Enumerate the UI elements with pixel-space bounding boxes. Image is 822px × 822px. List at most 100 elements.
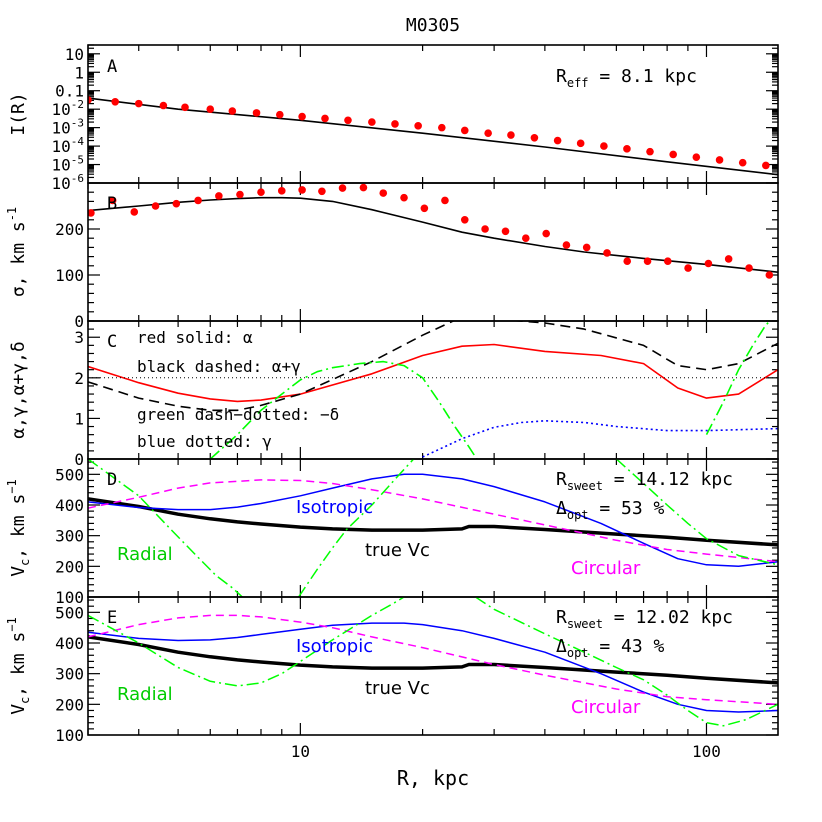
panel-B-data-point [745, 264, 753, 272]
panel-E-ytick-label: 300 [55, 665, 84, 684]
panel-D-letter: D [107, 470, 117, 490]
panel-D-series [88, 459, 778, 597]
panel-A-data-point [111, 97, 119, 106]
panel-B-data-point [338, 184, 347, 192]
panel-B-data-point [562, 241, 571, 249]
panel-E-y-axis-label: Vc, km s−1 [5, 617, 32, 715]
panel-D-series-line [88, 459, 243, 597]
panel-A-data-point [252, 109, 261, 117]
panel-A-data-point [159, 101, 168, 110]
panel-E-curve-label: Radial [117, 684, 173, 705]
panel-B-data-point [684, 264, 692, 272]
panel-B-ytick-label: 200 [55, 220, 84, 239]
panel-C-ytick-label: 1 [74, 409, 84, 428]
panel-B-data-point [643, 257, 652, 266]
panel-D-annotation-rsweet: Rsweet = 14.12 kpc [556, 469, 733, 493]
panel-C-ytick-label: 2 [74, 369, 84, 388]
panel-C-ytick-label: 0 [74, 450, 84, 469]
panel-E-curve-label: true Vc [365, 678, 430, 699]
panel-B-data-point [542, 229, 550, 238]
panel-C-letter: C [107, 332, 117, 352]
panel-B-data-point [501, 227, 510, 236]
panel-B-data-point [420, 204, 429, 213]
panel-A-data-point [715, 156, 724, 164]
panel-C-y-axis-label: α,γ,α+γ,δ [8, 341, 29, 439]
panel-A-ytick-label: 10-5 [51, 154, 84, 175]
panel-A-data-point [530, 133, 539, 142]
panel-A-data-point [484, 129, 492, 137]
panel-B-data-point [318, 187, 326, 196]
panel-A-data-point [344, 116, 352, 125]
panel-E-letter: E [107, 608, 117, 628]
panel-B-data-point [603, 249, 611, 257]
panel-E-ytick-label: 500 [55, 603, 84, 622]
x-axis-label: R, kpc [397, 766, 469, 790]
panel-A-data-point [669, 150, 677, 159]
panel-C-series-line [422, 420, 778, 458]
panel-A-data-point [368, 118, 376, 126]
panel-A-data-point [438, 123, 446, 132]
panel-A-data-point [692, 153, 701, 161]
panel-A-y-axis-label: I(R) [8, 92, 29, 135]
panel-A-ytick-label: 0.1 [55, 82, 84, 101]
panel-A-ytick-label: 1 [74, 63, 84, 82]
panel-A-data-point [181, 103, 189, 112]
panel-A-data-point [507, 131, 515, 139]
panel-D-series-line [297, 459, 415, 597]
panel-A-ticks [87, 44, 778, 184]
panel-E-curve-label: Circular [571, 697, 641, 718]
panel-C-series-line [705, 321, 772, 435]
panel-A-data-point [321, 114, 329, 123]
panel-B-ytick-label: 0 [74, 312, 84, 331]
panel-E: 100 200 300 400 500 E Vc, km s−1 Rsweet = 12.02… [5, 596, 779, 745]
panel-D-series-line [88, 497, 778, 547]
panel-B-data-point [582, 243, 591, 252]
panel-B-y-axis-label: σ, km s-1 [5, 207, 29, 297]
panel-B-data-point [765, 271, 774, 279]
panel-A-data-point [206, 105, 215, 113]
panel-A-ytick-label: 10-4 [51, 135, 84, 156]
panel-C-legend-entry: black dashed: α+γ [137, 357, 301, 376]
panel-B-series [88, 183, 778, 279]
panel-E-frame [87, 596, 779, 736]
panel-B-data-point [151, 202, 160, 210]
panel-B-series-line [88, 196, 778, 273]
panel-B-frame [87, 182, 779, 322]
panel-B-letter: B [107, 194, 117, 214]
panel-D-ytick-label: 400 [55, 496, 84, 515]
panel-A-data-point [298, 112, 306, 121]
panel-A-data-point [762, 161, 770, 170]
panel-A-ytick-label: 10-3 [51, 117, 84, 138]
panel-A-letter: A [107, 57, 117, 77]
panel-E-series [88, 597, 778, 727]
panel-E-series-line [88, 614, 778, 706]
panel-C-legend-entry: red solid: α [137, 328, 253, 347]
panel-A-ytick-label: 10-6 [51, 172, 84, 193]
panel-E-series-line [88, 597, 405, 687]
panel-E-annotation-delta: Δopt = 43 % [556, 636, 665, 660]
panel-C-series-line [209, 360, 478, 459]
panel-B-data-point [359, 183, 368, 192]
panel-D-y-axis-label: Vc, km s−1 [5, 479, 32, 577]
panel-D-ytick-label: 100 [55, 588, 84, 607]
panel-B-data-point [88, 209, 95, 217]
panel-A-data-point [646, 147, 654, 156]
panel-B-data-point [257, 188, 265, 196]
panel-A-data-point [228, 107, 237, 115]
panel-B-data-point [441, 196, 449, 205]
panel-A-data-point [134, 99, 143, 108]
panel-B-data-point [108, 196, 117, 205]
panel-A-data-point [600, 142, 608, 150]
panel-B-data-point [215, 192, 223, 200]
panel-B-data-point [704, 259, 713, 268]
panel-E-annotation-rsweet: Rsweet = 12.02 kpc [556, 607, 733, 631]
x-tick-label: 10 [291, 742, 310, 761]
panel-A-data-point [623, 145, 631, 153]
panel-D: 100 200 300 400 500 D Vc, km s−1 Rsweet = 14.12… [5, 458, 779, 607]
panel-B-data-point [521, 234, 530, 242]
panel-D-curve-label: true Vc [365, 540, 430, 561]
panel-D-series-line [88, 479, 778, 563]
